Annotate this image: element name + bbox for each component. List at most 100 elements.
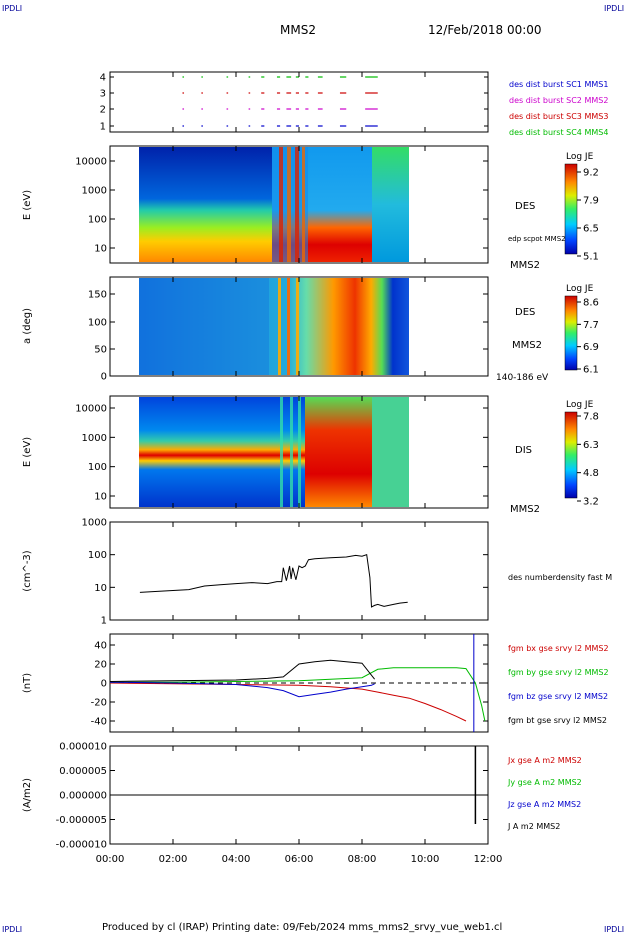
panel5-frame bbox=[109, 521, 489, 621]
panel4-colorbar: Log JE 7.8 6.3 4.8 3.2 bbox=[564, 400, 599, 508]
panel4-yticks: 10000 1000 100 10 bbox=[75, 404, 488, 503]
series-line-2 bbox=[110, 667, 486, 722]
panel3-spectrogram bbox=[139, 278, 409, 375]
series-legend-2: fgm by gse srvy l2 MMS2 bbox=[508, 668, 609, 677]
panel4-label-dis: DIS bbox=[515, 445, 532, 456]
panel5-density: 1000 100 10 1 (cm^-3) des numberdensity fast … bbox=[22, 518, 612, 627]
panel7-tick-label: -0.000005 bbox=[56, 815, 107, 826]
panel6-tick-label: -40 bbox=[91, 717, 107, 728]
panel2-spectrogram bbox=[139, 147, 409, 262]
panel3-colorbar-tick-label: 8.6 bbox=[583, 298, 599, 309]
panel1-tick-label: 2 bbox=[100, 105, 106, 116]
panel4-colorbar-title: Log JE bbox=[566, 400, 594, 410]
panel3-tick-label: 0 bbox=[101, 372, 107, 383]
panel2-label-sc: MMS2 bbox=[510, 260, 540, 271]
panel2-tick-label: 100 bbox=[88, 215, 107, 226]
panel2-ylabel: E (eV) bbox=[22, 190, 33, 220]
panel6-tick-label: 0 bbox=[101, 679, 107, 690]
series-legend-1: fgm bx gse srvy l2 MMS2 bbox=[508, 644, 609, 653]
panel3-label-energy: 140-186 eV bbox=[496, 373, 549, 383]
corner-label-bottom-right: IPDLI bbox=[604, 925, 624, 934]
panel6-tick-label: 40 bbox=[94, 641, 107, 652]
panel1-availability bbox=[182, 76, 378, 127]
panel7-tick-label: 0.000010 bbox=[59, 742, 107, 753]
panel7-tick-label: 0.000000 bbox=[59, 791, 107, 802]
panel4-tick-label: 10000 bbox=[75, 404, 107, 415]
series-line-1 bbox=[139, 554, 408, 608]
footer-text: Produced by cl (IRAP) Printing date: 09/… bbox=[102, 922, 502, 933]
panel2-tick-label: 10 bbox=[94, 244, 107, 255]
panel2-colorbar: Log JE 9.2 7.9 6.5 5.1 bbox=[564, 152, 599, 263]
panel7-current: 0.000010 0.000005 0.000000 -0.000005 -0.0000… bbox=[22, 742, 582, 851]
panel1-legend-entry: des dist burst SC4 MMS4 bbox=[509, 128, 608, 137]
panel3-yticks: 150 100 50 0 bbox=[88, 290, 488, 383]
x-tick-label: 04:00 bbox=[222, 854, 251, 865]
panel5-tick-label: 100 bbox=[88, 550, 107, 561]
panel3-tick-label: 100 bbox=[88, 318, 107, 329]
panel2-colorbar-tick-label: 5.1 bbox=[583, 252, 599, 263]
panel4-label-sc: MMS2 bbox=[510, 504, 540, 515]
series-legend-4: J A m2 MMS2 bbox=[507, 822, 560, 831]
panel5-tick-label: 10 bbox=[94, 583, 107, 594]
panel4-tick-label: 100 bbox=[88, 462, 107, 473]
series-line-3 bbox=[109, 681, 375, 698]
panel3-colorbar-tick-label: 7.7 bbox=[583, 320, 599, 331]
panel1-tick-label: 3 bbox=[100, 89, 106, 100]
panel1-legend-entry: des dist burst SC1 MMS1 bbox=[509, 80, 608, 89]
panel2-label-des: DES bbox=[515, 201, 535, 212]
series-legend-1: des numberdensity fast M bbox=[508, 573, 612, 582]
corner-label-top-left: IPDLI bbox=[2, 4, 22, 13]
panel7-tick-label: -0.000010 bbox=[56, 840, 107, 851]
corner-label-bottom-left: IPDLI bbox=[2, 925, 22, 934]
panel5-tick-label: 1000 bbox=[82, 518, 107, 529]
panel3-tick-label: 150 bbox=[88, 290, 107, 301]
x-axis: 00:00 02:00 04:00 06:00 08:00 10:00 12:00 bbox=[96, 72, 503, 865]
panel2-tick-label: 1000 bbox=[82, 186, 107, 197]
series-legend-3: fgm bz gse srvy l2 MMS2 bbox=[508, 692, 608, 701]
panel2-label-scpot: edp scpot MMS2 bbox=[508, 235, 566, 243]
panel2-colorbar-tick-label: 9.2 bbox=[583, 168, 599, 179]
series-line-4 bbox=[109, 659, 375, 682]
panel4-tick-label: 1000 bbox=[82, 433, 107, 444]
panel6-bfield: 40 20 0 -20 -40 (nT) fgm bx gse srvy l2 MMS2 fg… bbox=[22, 634, 609, 732]
panel5-ylabel: (cm^-3) bbox=[22, 550, 33, 591]
panel1-legend-entry: des dist burst SC2 MMS2 bbox=[509, 96, 608, 105]
panel4-colorbar-tick-label: 6.3 bbox=[583, 440, 599, 451]
panel3-colorbar-tick-label: 6.1 bbox=[583, 365, 599, 376]
series-line-1 bbox=[109, 682, 467, 722]
panel4-tick-label: 10 bbox=[94, 492, 107, 503]
panel1-legend-entry: des dist burst SC3 MMS3 bbox=[509, 112, 608, 121]
panel1-legend: des dist burst SC1 MMS1 des dist burst SC… bbox=[509, 80, 608, 137]
panel4-spectrogram bbox=[139, 397, 409, 507]
panel3-label-des: DES bbox=[515, 307, 535, 318]
panel2-colorbar-title: Log JE bbox=[566, 152, 594, 162]
panel2-yticks: 10000 1000 100 10 bbox=[75, 157, 488, 255]
panel7-ylabel: (A/m2) bbox=[22, 778, 33, 812]
panel6-tick-label: 20 bbox=[94, 660, 107, 671]
panel5-tick-label: 1 bbox=[101, 616, 107, 627]
panel4-colorbar-tick-label: 3.2 bbox=[583, 497, 599, 508]
panel1-tick-label: 4 bbox=[100, 73, 106, 84]
panel3-colorbar-tick-label: 6.9 bbox=[583, 342, 599, 353]
panel7-tick-label: 0.000005 bbox=[59, 766, 107, 777]
x-tick-label: 06:00 bbox=[285, 854, 314, 865]
panel4-colorbar-tick-label: 4.8 bbox=[583, 468, 599, 479]
x-tick-label: 08:00 bbox=[348, 854, 377, 865]
panel4-colorbar-tick-label: 7.8 bbox=[583, 412, 599, 423]
panel3-label-sc: MMS2 bbox=[512, 340, 542, 351]
x-tick-label: 00:00 bbox=[96, 854, 125, 865]
panel1-yticks: 4 3 2 1 bbox=[100, 73, 488, 133]
series-legend-1: Jx gse A m2 MMS2 bbox=[507, 756, 582, 765]
panel3-colorbar-title: Log JE bbox=[566, 284, 594, 294]
panel3-ylabel: a (deg) bbox=[22, 308, 33, 344]
series-legend-3: Jz gse A m2 MMS2 bbox=[507, 800, 581, 809]
spacecraft-title: MMS2 bbox=[280, 23, 316, 37]
panel1-frame bbox=[109, 71, 489, 133]
panel1-tick-label: 1 bbox=[100, 122, 106, 133]
panel2-colorbar-tick-label: 7.9 bbox=[583, 196, 599, 207]
panel3-colorbar: Log JE 8.6 7.7 6.9 6.1 bbox=[564, 284, 599, 376]
x-tick-label: 12:00 bbox=[474, 854, 503, 865]
panel6-ylabel: (nT) bbox=[22, 673, 33, 693]
